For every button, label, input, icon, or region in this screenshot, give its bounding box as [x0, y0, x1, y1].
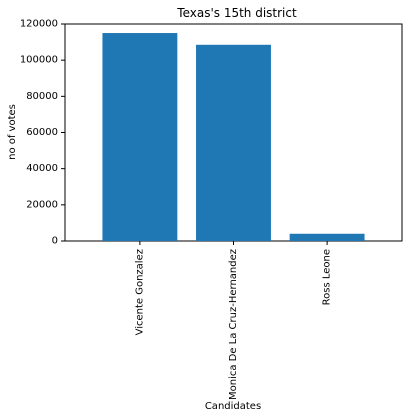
bar-1	[196, 44, 271, 241]
y-tick-label-2: 40000	[26, 163, 58, 174]
y-tick-label-6: 120000	[20, 19, 58, 30]
y-axis-label: no of votes	[7, 104, 18, 160]
x-tick-label-2: Ross Leone	[322, 249, 333, 305]
x-axis: Vicente Gonzalez Monica De La Cruz-Hernan…	[134, 241, 333, 400]
y-axis: 0 20000 40000 60000 80000 100000 120000	[20, 19, 65, 247]
y-tick-label-3: 60000	[26, 127, 58, 138]
chart-title: Texas's 15th district	[176, 6, 297, 20]
bars-group	[102, 33, 365, 241]
x-axis-label: Candidates	[205, 401, 261, 412]
x-tick-label-0: Vicente Gonzalez	[134, 249, 145, 335]
bar-0	[102, 33, 178, 241]
y-tick-label-5: 100000	[20, 55, 58, 66]
y-tick-label-0: 0	[52, 236, 58, 247]
y-tick-label-4: 80000	[26, 91, 58, 102]
bar-2	[289, 233, 365, 241]
x-tick-label-1: Monica De La Cruz-Hernandez	[228, 249, 239, 400]
y-tick-label-1: 20000	[26, 199, 58, 210]
